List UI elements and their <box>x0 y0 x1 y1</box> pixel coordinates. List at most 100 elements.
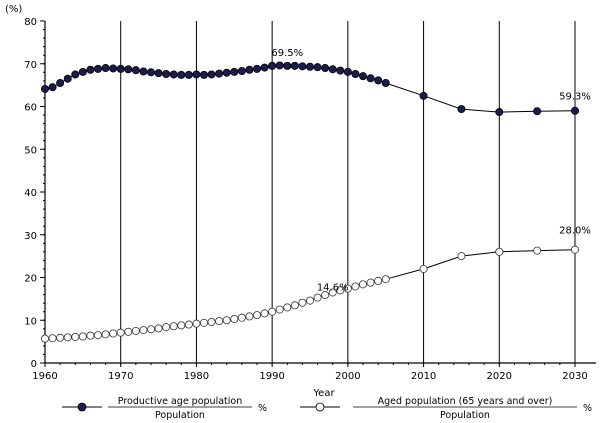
aged-point <box>192 319 201 328</box>
productive-point <box>109 64 118 73</box>
productive-point <box>124 65 133 74</box>
y-tick-label: 80 <box>24 17 37 28</box>
aged-point <box>328 288 337 297</box>
aged-point <box>358 280 367 289</box>
legend-label-denominator: Population <box>440 410 490 421</box>
aged-point <box>245 312 254 321</box>
aged-point <box>419 264 428 273</box>
productive-point <box>268 61 277 70</box>
x-tick-label: 1990 <box>259 371 284 382</box>
productive-point <box>78 67 87 76</box>
productive-point <box>230 67 239 76</box>
aged-point <box>41 334 50 343</box>
aged-point <box>199 318 208 327</box>
productive-point <box>207 70 216 79</box>
productive-point <box>260 63 269 72</box>
aged-point <box>86 331 95 340</box>
aged-point <box>124 327 133 336</box>
aged-point <box>222 316 231 325</box>
aged-point <box>366 278 375 287</box>
data-labels: 69.5% 59.3% 14.6% 28.0% <box>271 48 590 294</box>
productive-point <box>71 70 80 79</box>
productive-point <box>495 108 504 117</box>
productive-point <box>184 70 193 79</box>
aged-point <box>63 333 72 342</box>
aged-point <box>237 313 246 322</box>
aged-point <box>169 322 178 331</box>
productive-point <box>86 65 95 74</box>
aged-point <box>116 328 125 337</box>
axes: 1960 1970 1980 1990 2000 2010 2020 203001020304… <box>24 17 596 382</box>
productive-point <box>222 68 231 77</box>
legend-unit: % <box>258 403 267 414</box>
aged-point <box>298 298 307 307</box>
series-line <box>44 249 576 340</box>
aged-point <box>321 291 330 300</box>
productive-point <box>252 64 261 73</box>
aged-point <box>162 323 171 332</box>
y-axis-label: (%) <box>5 4 22 15</box>
legend-marker <box>77 402 87 412</box>
y-tick-label: 60 <box>24 103 37 114</box>
y-tick-label: 70 <box>24 60 37 71</box>
legend: Productive age population Population% Aged… <box>62 396 592 421</box>
x-tick-label: 1980 <box>184 371 209 382</box>
productive-point <box>298 62 307 71</box>
productive-point <box>358 72 367 81</box>
x-tick-label: 1970 <box>108 371 133 382</box>
aged-point <box>101 330 110 339</box>
aged-point <box>290 301 299 310</box>
aged-point <box>571 245 580 254</box>
aged-point <box>495 247 504 256</box>
y-tick-label: 20 <box>24 274 37 285</box>
productive-point <box>283 61 292 70</box>
aged-point <box>252 311 261 320</box>
series-line <box>44 64 576 113</box>
legend-label: Aged population (65 years and over) <box>378 396 553 407</box>
legend-marker <box>315 402 325 412</box>
x-axis-label: Year <box>312 388 335 399</box>
aged-point <box>139 326 148 335</box>
aged-point <box>230 314 239 323</box>
aged-point <box>215 317 224 326</box>
aged-point <box>177 321 186 330</box>
aged-point <box>305 296 314 305</box>
aged-point <box>336 286 345 295</box>
productive-point <box>169 70 178 79</box>
x-tick-label: 2010 <box>411 371 436 382</box>
productive-point <box>366 74 375 83</box>
aged-point <box>154 324 163 333</box>
y-tick-label: 40 <box>24 188 37 199</box>
aged-point <box>56 333 65 342</box>
productive-point <box>381 78 390 87</box>
productive-point <box>139 67 148 76</box>
aged-point <box>283 303 292 312</box>
productive-point <box>48 83 57 92</box>
productive-point <box>290 61 299 70</box>
productive-point <box>56 78 65 87</box>
aged-point <box>533 246 542 255</box>
y-tick-label: 0 <box>31 359 37 370</box>
data-label: 14.6% <box>317 283 349 294</box>
legend-label: Productive age population <box>118 396 242 407</box>
productive-point <box>162 70 171 79</box>
aged-point <box>268 307 277 316</box>
productive-point <box>199 70 208 79</box>
productive-point <box>336 66 345 75</box>
productive-point <box>305 62 314 71</box>
productive-point <box>63 74 72 83</box>
productive-point <box>116 64 125 73</box>
aged-point <box>48 334 57 343</box>
aged-point <box>78 332 87 341</box>
data-label: 69.5% <box>271 48 303 59</box>
aged-point <box>351 282 360 291</box>
data-label: 28.0% <box>559 225 591 236</box>
aged-point <box>94 331 103 340</box>
productive-point <box>177 70 186 79</box>
x-tick-label: 2000 <box>335 371 360 382</box>
x-tick-label: 2020 <box>487 371 512 382</box>
productive-point <box>41 84 50 93</box>
x-tick-label: 1960 <box>32 371 57 382</box>
aged-point <box>343 284 352 293</box>
productive-point <box>237 67 246 76</box>
